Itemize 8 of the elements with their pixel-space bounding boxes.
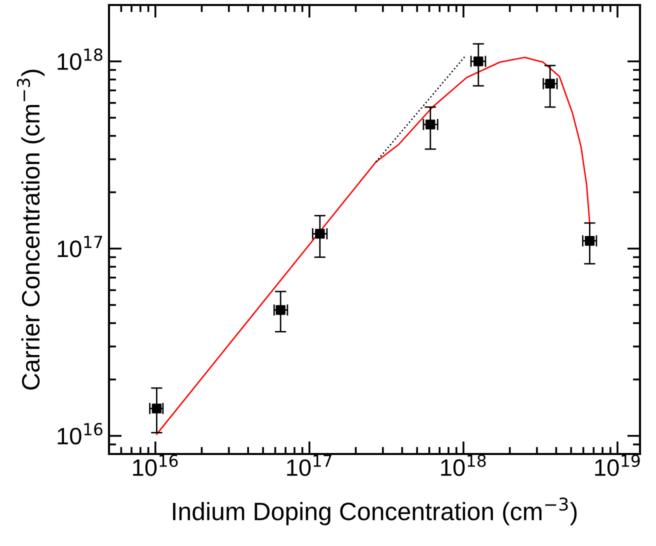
- y-tick-label: 10$^{17}$: [58, 236, 102, 258]
- x-axis-title: Indium Doping Concentration (cm$^{−3}$): [173, 498, 577, 526]
- y-axis-title: Carrier Concentration (cm$^{−3}$): [16, 70, 45, 390]
- x-tick-label: 10$^{19}$: [595, 454, 640, 476]
- x-tick-label: 10$^{16}$: [133, 454, 178, 476]
- y-tick-label: 10$^{18}$: [58, 48, 102, 70]
- x-tick-label: 10$^{18}$: [441, 454, 486, 476]
- y-tick-label: 10$^{16}$: [58, 422, 102, 444]
